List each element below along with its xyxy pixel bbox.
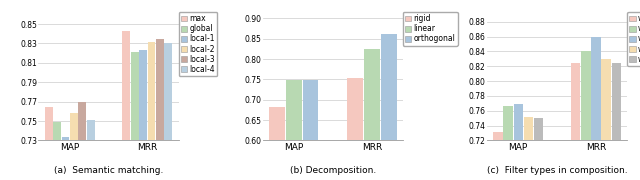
- Bar: [524, 117, 533, 180]
- Title: (b) Decomposition.: (b) Decomposition.: [290, 166, 376, 175]
- Bar: [61, 138, 69, 180]
- Bar: [612, 63, 621, 180]
- Legend: rigid, linear, orthogonal: rigid, linear, orthogonal: [403, 12, 458, 46]
- Bar: [581, 51, 591, 180]
- Bar: [140, 50, 147, 180]
- Bar: [591, 37, 600, 180]
- Bar: [534, 118, 543, 180]
- Bar: [122, 31, 130, 180]
- Bar: [79, 102, 86, 180]
- Legend: max, global, local-1, local-2, local-3, local-4: max, global, local-1, local-2, local-3, …: [179, 12, 217, 76]
- Legend: win-1, win-2, win-3, win-4, win-5: win-1, win-2, win-3, win-4, win-5: [627, 12, 640, 66]
- Bar: [381, 33, 397, 180]
- Title: (a)  Semantic matching.: (a) Semantic matching.: [54, 166, 163, 175]
- Bar: [87, 120, 95, 180]
- Bar: [513, 104, 523, 180]
- Bar: [364, 49, 380, 180]
- Bar: [493, 132, 502, 180]
- Bar: [70, 113, 77, 180]
- Bar: [286, 80, 301, 180]
- Bar: [131, 52, 139, 180]
- Bar: [504, 106, 513, 180]
- Bar: [45, 107, 52, 180]
- Bar: [148, 42, 156, 180]
- Bar: [347, 78, 363, 180]
- Bar: [602, 59, 611, 180]
- Title: (c)  Filter types in composition.: (c) Filter types in composition.: [487, 166, 627, 175]
- Bar: [571, 63, 580, 180]
- Bar: [164, 44, 172, 180]
- Bar: [303, 80, 319, 180]
- Bar: [156, 39, 164, 180]
- Bar: [53, 122, 61, 180]
- Bar: [269, 107, 285, 180]
